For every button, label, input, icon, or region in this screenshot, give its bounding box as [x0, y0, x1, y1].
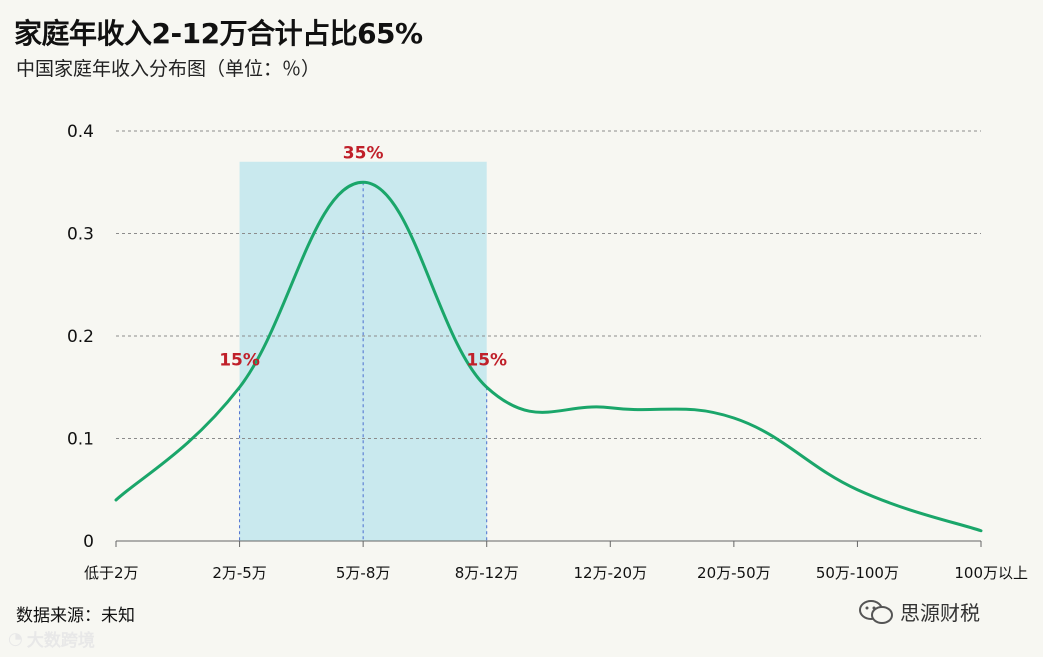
x-tick-label: 20万-50万 [697, 564, 771, 582]
y-tick-label: 0.2 [67, 327, 94, 347]
x-tick-label: 8万-12万 [455, 564, 519, 582]
watermark-left-text: 大数跨境 [26, 631, 95, 651]
brand-logo-icon: ◔ [8, 628, 23, 649]
series-line [114, 180, 983, 533]
watermark-right-text: 思源财税 [900, 601, 980, 625]
x-tick-label: 低于2万 [84, 564, 139, 582]
chart-title: 家庭年收入2-12万合计占比65% [14, 17, 423, 50]
y-tick-label: 0.4 [67, 122, 94, 142]
x-tick-label: 2万-5万 [212, 564, 267, 582]
x-tick-label: 12万-20万 [573, 564, 647, 582]
wechat-icon [859, 599, 893, 624]
y-tick-label: 0.1 [67, 430, 94, 450]
x-tick-label: 50万-100万 [816, 564, 899, 582]
y-tick-label: 0 [83, 532, 94, 552]
watermark-right: 思源财税 [858, 597, 980, 626]
data-label: 35% [343, 143, 384, 163]
data-label: 15% [466, 350, 507, 370]
x-tick-label: 5万-8万 [336, 564, 391, 582]
chart-subtitle: 中国家庭年收入分布图（单位：％） [16, 58, 321, 80]
data-label: 15% [219, 350, 260, 370]
data-source: 数据来源：未知 [16, 606, 135, 626]
y-tick-label: 0.3 [67, 225, 94, 245]
x-tick-label: 100万以上 [954, 564, 1028, 582]
watermark-left: ◔ 大数跨境 [8, 626, 95, 652]
